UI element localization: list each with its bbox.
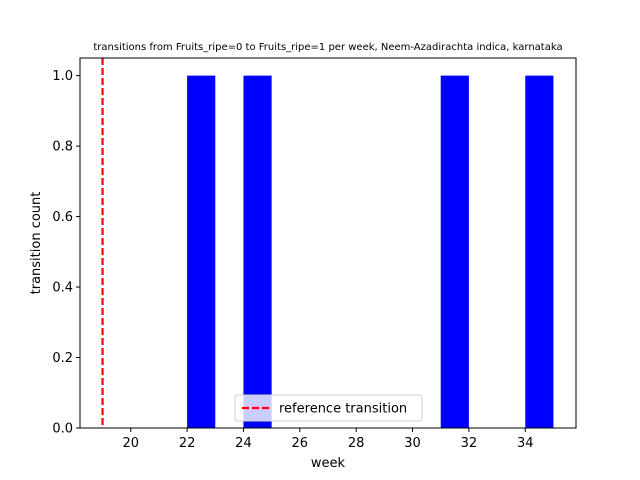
bar-week-34 bbox=[525, 75, 554, 428]
legend: reference transition bbox=[234, 394, 423, 422]
y-axis-label: transition count bbox=[29, 192, 44, 295]
y-tick-label-0.6: 0.6 bbox=[52, 210, 73, 225]
x-tick-label-30: 30 bbox=[404, 436, 421, 451]
x-tick-label-20: 20 bbox=[122, 436, 139, 451]
plot-area bbox=[101, 58, 554, 428]
x-tick-label-24: 24 bbox=[235, 436, 252, 451]
x-tick-label-22: 22 bbox=[179, 436, 196, 451]
bar-week-31 bbox=[440, 75, 469, 428]
y-tick-label-0.8: 0.8 bbox=[52, 140, 73, 155]
x-tick-label-34: 34 bbox=[517, 436, 534, 451]
axes: 20 22 24 26 28 30 32 34 0.0 0.2 0.4 0.6 0.8 1.0 bbox=[52, 57, 577, 451]
bar-week-22 bbox=[187, 75, 216, 428]
bar-week-24 bbox=[243, 75, 272, 428]
legend-label: reference transition bbox=[279, 402, 407, 417]
y-tick-label-0: 0.0 bbox=[52, 422, 73, 437]
axes-frame bbox=[79, 57, 577, 429]
chart-title: transitions from Fruits_ripe=0 to Fruits… bbox=[93, 42, 562, 53]
x-axis-label: week bbox=[311, 456, 346, 471]
y-tick-label-0.4: 0.4 bbox=[52, 281, 73, 296]
x-tick-label-26: 26 bbox=[292, 436, 309, 451]
y-tick-label-0.2: 0.2 bbox=[52, 351, 73, 366]
legend-box bbox=[234, 394, 423, 422]
x-tick-label-32: 32 bbox=[461, 436, 478, 451]
x-tick-label-28: 28 bbox=[348, 436, 365, 451]
y-tick-label-1: 1.0 bbox=[52, 69, 73, 84]
